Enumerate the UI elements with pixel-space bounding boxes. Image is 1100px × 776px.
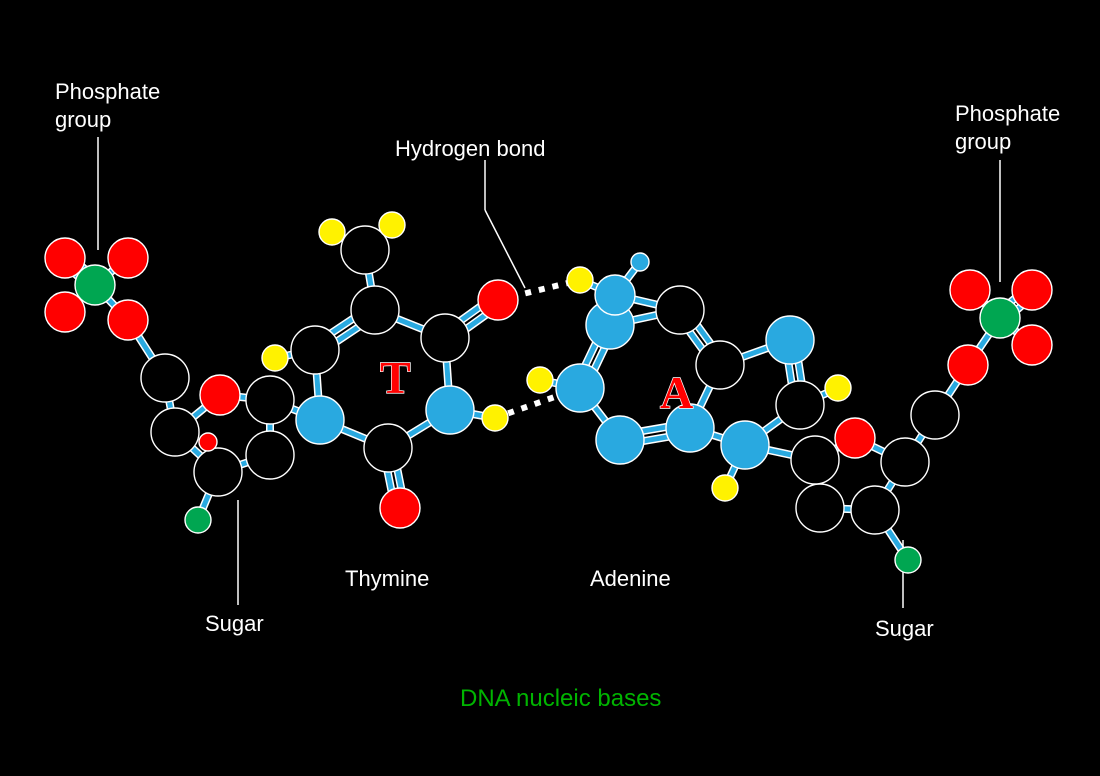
svg-text:A: A (660, 367, 693, 418)
label-adenine: Adenine (590, 565, 671, 593)
label-thymine: Thymine (345, 565, 429, 593)
label-sugar-right: Sugar (875, 615, 934, 643)
label-hydrogen-bond: Hydrogen bond (395, 135, 545, 163)
caption: DNA nucleic bases (460, 685, 661, 713)
label-sugar-left: Sugar (205, 610, 264, 638)
molecule-diagram: TA (0, 0, 1100, 776)
svg-text:T: T (380, 352, 411, 403)
label-phosphate-right: Phosphategroup (955, 100, 1060, 155)
label-phosphate-left: Phosphategroup (55, 78, 160, 133)
